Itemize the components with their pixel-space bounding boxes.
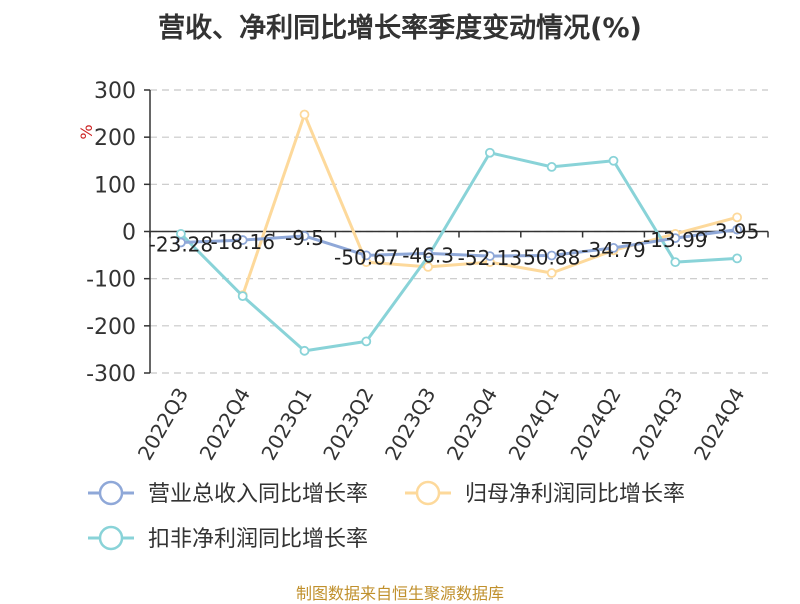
data-point [175, 237, 186, 248]
data-point [732, 253, 742, 264]
data-point [299, 345, 310, 356]
chart-title: 营收、净利同比增长率季度变动情况(%) [158, 13, 642, 44]
data-point [484, 251, 495, 261]
legend-label[interactable]: 营业总收入同比增长率 [148, 482, 368, 507]
data-label: -9.5 [285, 226, 324, 250]
data-label: 50.88 [523, 245, 580, 269]
data-label: -46.3 [402, 243, 454, 267]
data-label: -52.13 [458, 246, 522, 270]
data-point [608, 243, 619, 253]
x-tick-label: 2023Q2 [318, 384, 378, 465]
data-point [299, 231, 310, 241]
data-label: -23.28 [149, 232, 213, 256]
data-label: -18.16 [210, 230, 274, 254]
data-point [732, 224, 742, 235]
y-axis-label: % [77, 124, 96, 139]
y-tick-label: 0 [122, 221, 136, 246]
y-tick-label: 100 [94, 173, 136, 198]
data-point [732, 212, 742, 223]
data-point [237, 235, 248, 245]
y-tick-label: -200 [86, 315, 136, 340]
data-label: -13.99 [643, 228, 707, 252]
legend-marker[interactable] [98, 525, 124, 551]
data-label: 3.95 [715, 220, 760, 244]
x-tick-label: 2022Q4 [195, 384, 255, 465]
data-point [670, 257, 681, 268]
x-tick-label: 2024Q2 [565, 384, 625, 465]
data-point [546, 250, 557, 261]
y-tick-label: 300 [94, 79, 136, 104]
x-tick-label: 2022Q3 [133, 384, 193, 465]
y-tick-label: 200 [94, 126, 136, 151]
data-point [423, 261, 434, 272]
data-labels: -23.28-18.16 -9.5 -50.67 -46.3 -52.13 50.88 -3… [149, 220, 760, 270]
data-point [361, 250, 372, 261]
series-line [179, 151, 738, 353]
x-tick-label: 2024Q1 [504, 384, 564, 465]
legend-marker[interactable] [415, 480, 441, 506]
data-point [484, 147, 495, 158]
x-tick-label: 2024Q4 [689, 384, 749, 465]
legend-marker[interactable] [98, 480, 124, 506]
series-line [180, 228, 738, 258]
data-point [546, 268, 557, 278]
data-point [423, 248, 434, 259]
x-tick-label: 2024Q3 [627, 384, 687, 465]
source-note: 制图数据来自恒生聚源数据库 [295, 584, 504, 603]
data-label: -34.79 [581, 238, 645, 262]
data-label: -50.67 [334, 245, 398, 269]
legend-label[interactable]: 归母净利润同比增长率 [465, 482, 685, 507]
data-point [361, 336, 372, 347]
data-point [608, 155, 619, 166]
legend-label[interactable]: 扣非净利润同比增长率 [148, 527, 368, 552]
x-tick-label: 2023Q3 [380, 383, 440, 464]
data-point [670, 233, 681, 243]
data-point [237, 291, 248, 302]
series-lines [175, 109, 742, 356]
x-tick-label: 2023Q1 [256, 384, 316, 465]
y-tick-label: -300 [86, 362, 136, 387]
data-point [546, 161, 557, 172]
x-tick-label: 2023Q4 [442, 384, 502, 465]
data-point [299, 109, 310, 120]
y-tick-label: -100 [86, 268, 136, 293]
